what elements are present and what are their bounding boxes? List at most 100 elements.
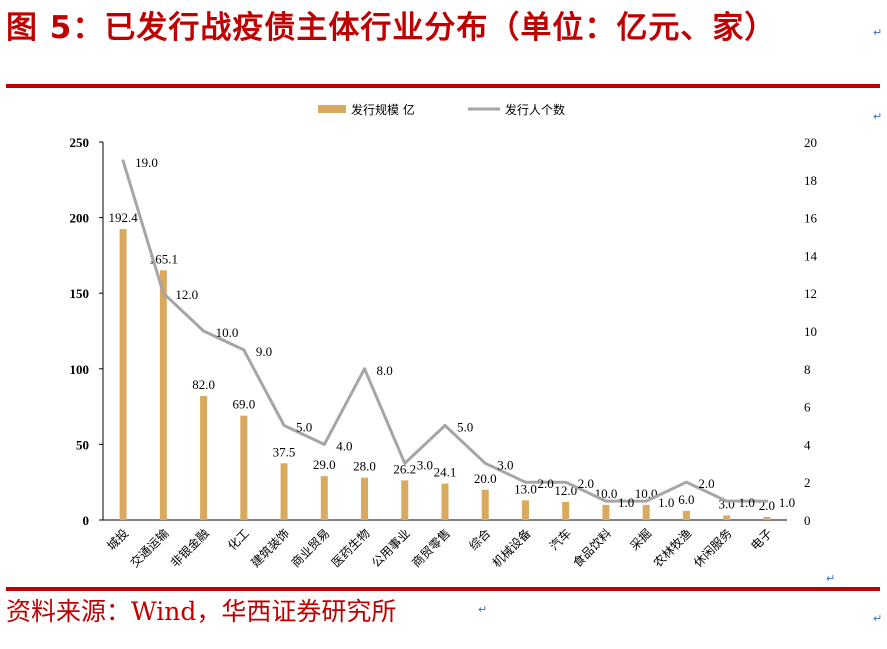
line-point <box>604 499 608 503</box>
bar-data-label: 82.0 <box>192 377 215 392</box>
bar-data-label: 192.4 <box>108 210 138 225</box>
y2-tick-label: 18 <box>804 173 817 188</box>
source-note: 资料来源：Wind，华西证券研究所 <box>6 597 397 626</box>
line-point <box>202 329 206 333</box>
chart: 发行规模 亿 发行人个数 0 50 100 150 200 250 0 2 4 6 8 10 12 14 16… <box>70 102 818 571</box>
y2-tick-label: 12 <box>804 286 817 301</box>
bar <box>562 501 570 520</box>
category-label: 建筑装饰 <box>248 526 293 571</box>
y2-tick-label: 20 <box>804 135 817 150</box>
line-series <box>121 159 769 503</box>
bar <box>159 270 167 520</box>
line-point <box>282 424 286 427</box>
category-label: 商贸零售 <box>409 526 454 571</box>
category-label: 公用事业 <box>369 526 413 570</box>
bar <box>441 483 449 520</box>
y-tick-label: 200 <box>70 211 90 226</box>
bottom-divider <box>6 587 880 591</box>
line-data-label: 2.0 <box>698 476 714 491</box>
line-data-label: 2.0 <box>537 476 553 491</box>
legend-label-line: 发行人个数 <box>505 102 565 117</box>
legend: 发行规模 亿 发行人个数 <box>318 102 565 117</box>
paragraph-mark-icon: ↵ <box>873 612 883 625</box>
category-label: 医药生物 <box>329 526 373 570</box>
bar <box>119 229 127 521</box>
category-label: 机械设备 <box>489 526 534 571</box>
bar-data-label: 28.0 <box>353 459 376 474</box>
category-label: 化工 <box>225 526 252 553</box>
paragraph-mark-icon: ↵ <box>873 26 883 39</box>
bar-data-label: 12.0 <box>554 483 577 498</box>
y2-tick-label: 6 <box>804 400 811 415</box>
category-label: 食品饮料 <box>570 526 615 571</box>
line-data-label: 1.0 <box>658 495 674 510</box>
line-data-label: 1.0 <box>739 495 755 510</box>
line-point <box>403 461 407 465</box>
bar <box>200 396 208 520</box>
line-data-label: 1.0 <box>779 495 795 510</box>
bar-data-label: 69.0 <box>232 397 255 412</box>
bar <box>320 476 328 520</box>
paragraph-mark-icon: ↵ <box>478 603 488 616</box>
bar-data-label: 6.0 <box>678 492 694 507</box>
bar-data-label: 24.1 <box>434 465 457 480</box>
legend-label-bar: 发行规模 亿 <box>351 102 415 117</box>
line-point <box>523 480 527 484</box>
y2-tick-label: 0 <box>804 513 811 528</box>
axes: 0 50 100 150 200 250 0 2 4 6 8 10 12 14 16 18 20 <box>70 135 818 528</box>
bar <box>361 477 369 520</box>
bar <box>763 516 771 520</box>
y2-tick-label: 10 <box>804 324 817 339</box>
line-point <box>161 291 165 295</box>
line-data-labels: 19.012.010.09.05.04.08.03.05.03.02.0 2.01… <box>135 155 795 510</box>
line-data-label: 10.0 <box>216 325 239 340</box>
y2-tick-label: 4 <box>804 437 811 452</box>
y-tick-label: 100 <box>70 362 90 377</box>
category-label: 汽车 <box>546 526 574 554</box>
top-divider <box>6 84 880 88</box>
line-point <box>644 499 648 503</box>
bar-data-label: 165.1 <box>149 251 178 266</box>
bar <box>723 515 731 520</box>
bar-data-label: 20.0 <box>474 471 497 486</box>
y-tick-label: 0 <box>83 513 90 528</box>
legend-swatch-bar <box>318 105 346 113</box>
line-data-label: 4.0 <box>336 438 352 453</box>
bar-data-label: 37.5 <box>273 444 296 459</box>
y2-tick-label: 14 <box>804 248 818 263</box>
bar <box>521 500 529 520</box>
bar-series <box>119 229 771 521</box>
paragraph-mark-icon: ↵ <box>873 110 883 123</box>
line-point <box>765 499 769 503</box>
line-data-label: 12.0 <box>175 287 198 302</box>
line-data-label: 8.0 <box>377 363 393 378</box>
y2-tick-label: 16 <box>804 211 818 226</box>
bar-data-label: 26.2 <box>393 461 416 476</box>
category-label: 休闲服务 <box>690 526 735 571</box>
line-data-label: 2.0 <box>578 476 594 491</box>
bar-data-labels: 192.4 165.1 82.0 69.0 37.5 29.0 28.0 26.2 24.1 20… <box>108 210 775 513</box>
line-point <box>121 159 125 163</box>
line-data-label: 3.0 <box>417 457 433 472</box>
bar <box>240 415 248 520</box>
bar <box>642 504 650 520</box>
bar-data-label: 29.0 <box>313 457 336 472</box>
bar <box>280 463 288 520</box>
category-label: 采掘 <box>627 526 655 554</box>
line-point <box>725 499 729 503</box>
y2-tick-label: 2 <box>804 475 811 490</box>
bar <box>481 489 489 520</box>
category-label: 农林牧渔 <box>651 526 695 570</box>
paragraph-mark-icon: ↵ <box>826 572 836 585</box>
line-data-label: 5.0 <box>296 420 312 435</box>
bar <box>602 504 610 520</box>
line-point <box>322 442 326 446</box>
line-data-label: 1.0 <box>618 495 634 510</box>
category-label: 交通运输 <box>127 526 172 571</box>
bar-data-label: 13.0 <box>514 481 537 496</box>
category-label: 非银金融 <box>167 526 212 571</box>
category-label: 城投 <box>104 526 132 554</box>
line-point <box>483 461 487 465</box>
category-label: 综合 <box>466 526 494 554</box>
